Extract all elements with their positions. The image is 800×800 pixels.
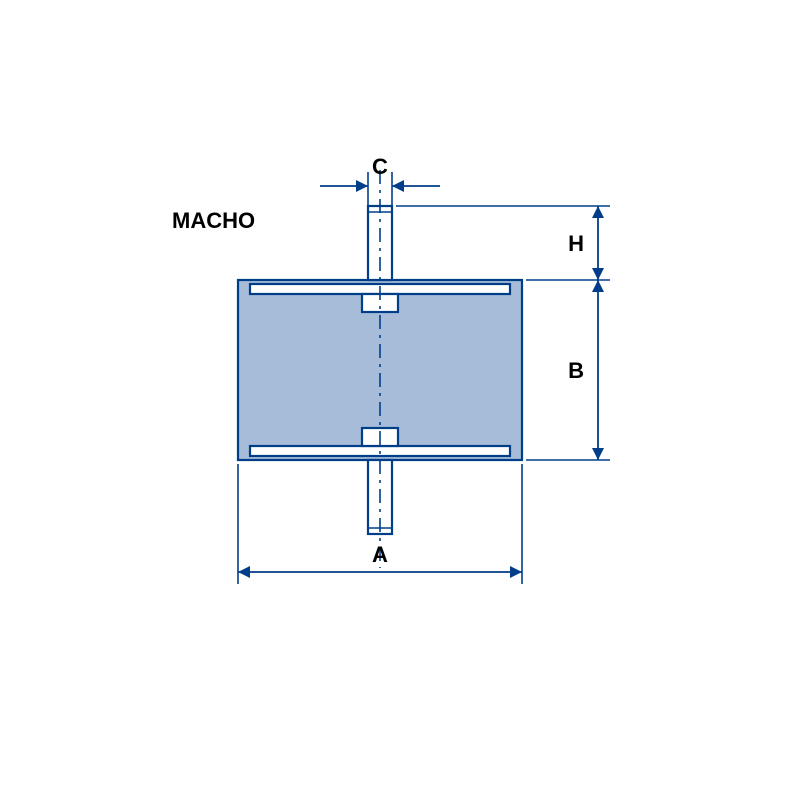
dim-label-B: B <box>568 358 584 383</box>
dim-label-H: H <box>568 231 584 256</box>
diagram-title: MACHO <box>172 208 255 233</box>
dim-label-A: A <box>372 542 388 567</box>
dim-label-C: C <box>372 154 388 179</box>
tech-drawing: A B H C MACHO <box>0 0 800 800</box>
